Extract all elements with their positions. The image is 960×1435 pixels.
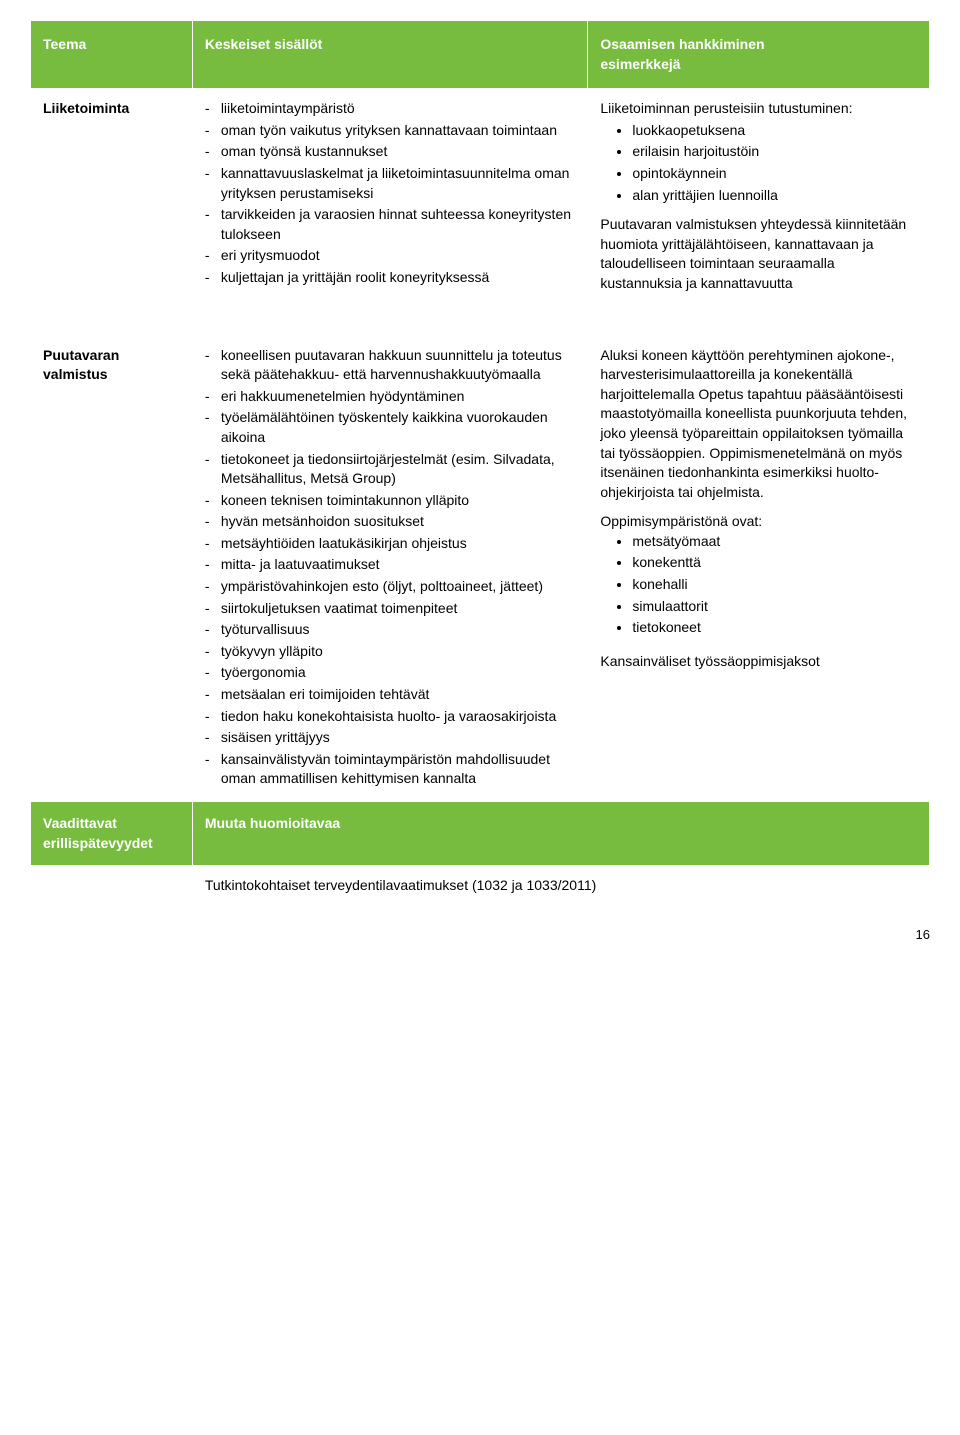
list-item: metsäyhtiöiden laatukäsikirjan ohjeistus	[205, 534, 576, 554]
row-puutavara-content: koneellisen puutavaran hakkuun suunnitte…	[192, 335, 588, 801]
list-item: tiedon haku konekohtaisista huolto- ja v…	[205, 707, 576, 727]
list-item: koneen teknisen toimintakunnon ylläpito	[205, 491, 576, 511]
list-item: konekenttä	[632, 553, 917, 573]
list-item: työkyvyn ylläpito	[205, 642, 576, 662]
list-item: eri yritysmuodot	[205, 246, 576, 266]
list-item: työelämälähtöinen työskentely kaikkina v…	[205, 408, 576, 447]
list-item: konehalli	[632, 575, 917, 595]
row-puutavara-list: koneellisen puutavaran hakkuun suunnitte…	[205, 346, 576, 789]
list-item: eri hakkuumenetelmien hyödyntäminen	[205, 387, 576, 407]
header-osaaminen-line1: Osaamisen hankkiminen	[600, 36, 764, 52]
row-puutavara: Puutavaran valmistus koneellisen puutava…	[31, 335, 930, 801]
list-item: mitta- ja laatuvaatimukset	[205, 555, 576, 575]
list-item: kuljettajan ja yrittäjän roolit koneyrit…	[205, 268, 576, 288]
list-item: tarvikkeiden ja varaosien hinnat suhtees…	[205, 205, 576, 244]
footer-left-line1: Vaadittavat	[43, 815, 117, 831]
footer-left-line2: erillispätevyydet	[43, 835, 153, 851]
row-puutavara-label: Puutavaran valmistus	[31, 335, 193, 801]
header-teema: Teema	[31, 21, 193, 89]
examples-para2: Kansainväliset työssäoppimisjaksot	[600, 652, 917, 672]
examples-intro: Liiketoiminnan perusteisiin tutustuminen…	[600, 99, 917, 119]
list-item: oman työn vaikutus yrityksen kannattavaa…	[205, 121, 576, 141]
row-liiketoiminta-list: liiketoimintaympäristö oman työn vaikutu…	[205, 99, 576, 287]
list-item: luokkaopetuksena	[632, 121, 917, 141]
footer-left: Vaadittavat erillispätevyydet	[31, 802, 193, 866]
examples-bullets: luokkaopetuksena erilaisin harjoitustöin…	[600, 121, 917, 205]
footer-tutkinto: Tutkintokohtaiset terveydentilavaatimuks…	[192, 866, 929, 907]
list-item: tietokoneet ja tiedonsiirtojärjestelmät …	[205, 450, 576, 489]
list-item: tietokoneet	[632, 618, 917, 638]
row-liiketoiminta-label: Liiketoiminta	[31, 89, 193, 314]
env-bullets: metsätyömaat konekenttä konehalli simula…	[600, 532, 917, 638]
spacer	[31, 314, 930, 335]
row-puutavara-examples: Aluksi koneen käyttöön perehtyminen ajok…	[588, 335, 930, 801]
list-item: erilaisin harjoitustöin	[632, 142, 917, 162]
list-item: sisäisen yrittäjyys	[205, 728, 576, 748]
header-osaaminen-line2: esimerkkejä	[600, 56, 680, 72]
list-item: simulaattorit	[632, 597, 917, 617]
list-item: kannattavuuslaskelmat ja liiketoimintasu…	[205, 164, 576, 203]
list-item: ympäristövahinkojen esto (öljyt, polttoa…	[205, 577, 576, 597]
row-liiketoiminta-content: liiketoimintaympäristö oman työn vaikutu…	[192, 89, 588, 314]
list-item: koneellisen puutavaran hakkuun suunnitte…	[205, 346, 576, 385]
row-liiketoiminta: Liiketoiminta liiketoimintaympäristö oma…	[31, 89, 930, 314]
footer-left-empty	[31, 866, 193, 907]
footer-right-header: Muuta huomioitavaa	[192, 802, 929, 866]
list-item: oman työnsä kustannukset	[205, 142, 576, 162]
curriculum-table: Teema Keskeiset sisällöt Osaamisen hankk…	[30, 20, 930, 907]
list-item: kansainvälistyvän toimintaympäristön mah…	[205, 750, 576, 789]
page-number: 16	[30, 927, 930, 942]
header-sisallot: Keskeiset sisällöt	[192, 21, 588, 89]
env-label: Oppimisympäristönä ovat:	[600, 512, 917, 532]
row-liiketoiminta-examples: Liiketoiminnan perusteisiin tutustuminen…	[588, 89, 930, 314]
list-item: metsäalan eri toimijoiden tehtävät	[205, 685, 576, 705]
table-header-row: Teema Keskeiset sisällöt Osaamisen hankk…	[31, 21, 930, 89]
list-item: työergonomia	[205, 663, 576, 683]
list-item: työturvallisuus	[205, 620, 576, 640]
footer-content-row: Tutkintokohtaiset terveydentilavaatimuks…	[31, 866, 930, 907]
examples-para1: Aluksi koneen käyttöön perehtyminen ajok…	[600, 346, 917, 503]
list-item: alan yrittäjien luennoilla	[632, 186, 917, 206]
list-item: opintokäynnein	[632, 164, 917, 184]
list-item: metsätyömaat	[632, 532, 917, 552]
list-item: siirtokuljetuksen vaatimat toimenpiteet	[205, 599, 576, 619]
examples-para: Puutavaran valmistuksen yhteydessä kiinn…	[600, 215, 917, 293]
footer-header-row: Vaadittavat erillispätevyydet Muuta huom…	[31, 802, 930, 866]
list-item: liiketoimintaympäristö	[205, 99, 576, 119]
header-osaaminen: Osaamisen hankkiminen esimerkkejä	[588, 21, 930, 89]
list-item: hyvän metsänhoidon suositukset	[205, 512, 576, 532]
